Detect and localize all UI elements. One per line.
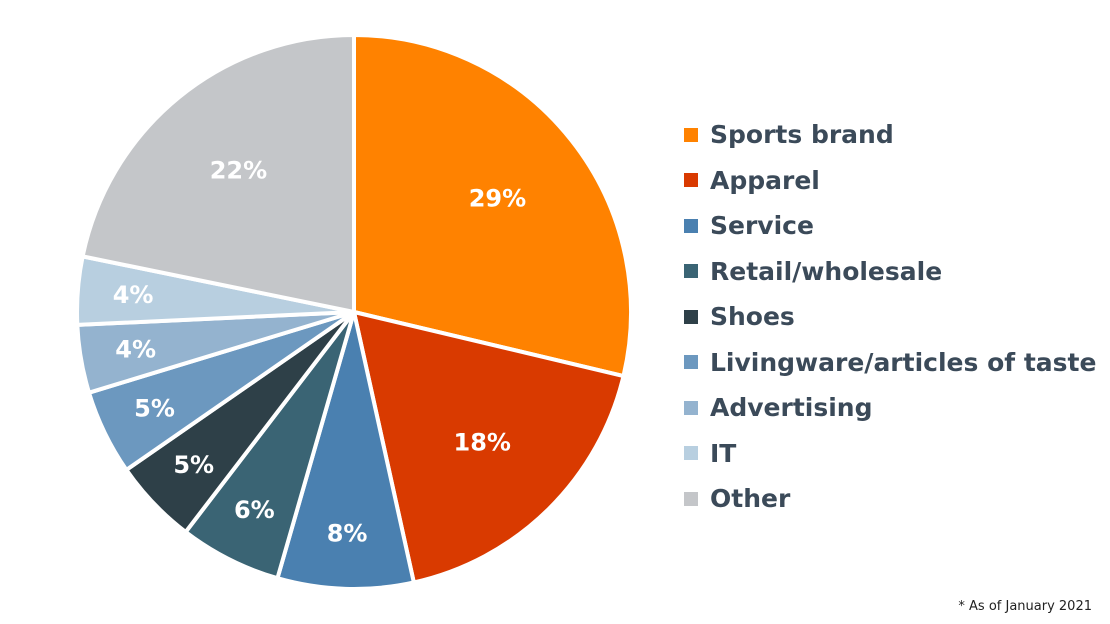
legend-item-shoes: Shoes [684,294,1096,340]
legend-swatch [684,446,698,461]
pie-slice-sports-brand [352,33,633,379]
pie-slices [75,33,633,591]
legend-item-apparel: Apparel [684,158,1096,204]
legend-item-retail-wholesale: Retail/wholesale [684,249,1096,295]
legend-item-livingware-articles-of-taste: Livingware/articles of taste [684,340,1096,386]
legend-label: Retail/wholesale [710,256,943,286]
legend-item-other: Other [684,476,1096,522]
pie-label-service: 8% [327,519,368,547]
legend-swatch [684,491,698,506]
pie-label-livingware-articles-of-taste: 5% [134,395,175,423]
legend-item-it: IT [684,431,1096,477]
legend-item-service: Service [684,203,1096,249]
legend-label: Service [710,211,814,241]
legend-label: Sports brand [710,120,894,150]
pie-label-sports-brand: 29% [469,185,526,213]
legend-label: Apparel [710,165,820,195]
pie-label-other: 22% [210,156,267,184]
pie-label-shoes: 5% [173,451,214,479]
pie-label-retail-wholesale: 6% [234,496,275,524]
legend-swatch [684,400,698,415]
pie-value-labels: 29% 18% 8% 6% 5% 5% 4% 4% 22% [113,156,526,547]
legend-swatch [684,127,698,142]
footnote: * As of January 2021 [958,599,1092,614]
legend-swatch [684,355,698,370]
legend-swatch [684,218,698,233]
pie-slice-apparel [352,310,626,585]
legend-label: Other [710,484,791,514]
legend-label: Shoes [710,302,795,332]
chart-legend: Sports brand Apparel Service Retail/wholesa… [684,112,1096,522]
pie-label-advertising: 4% [115,336,156,364]
pie-label-it: 4% [113,281,154,309]
pie-slice-service [275,310,416,591]
legend-swatch [684,309,698,324]
pie-label-apparel: 18% [454,428,511,456]
legend-item-sports-brand: Sports brand [684,112,1096,158]
legend-swatch [684,173,698,188]
legend-label: IT [710,438,737,468]
legend-swatch [684,264,698,279]
legend-item-advertising: Advertising [684,385,1096,431]
pie-slice-other [80,33,356,314]
legend-label: Advertising [710,393,873,423]
legend-label: Livingware/articles of taste [710,347,1097,377]
